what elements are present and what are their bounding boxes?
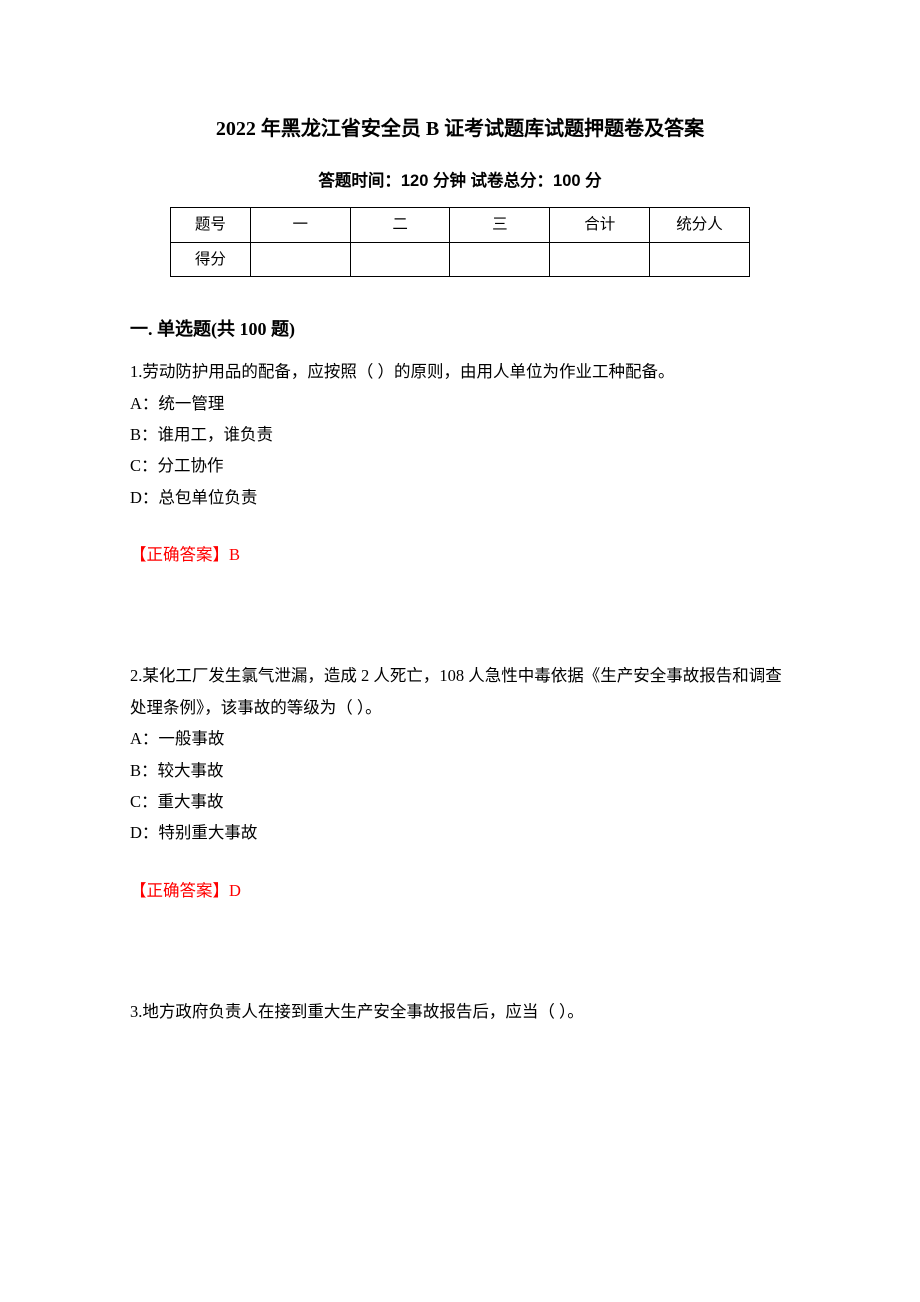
option-d: D：特别重大事故 (130, 817, 790, 848)
answer: 【正确答案】B (130, 539, 790, 570)
option-d: D：总包单位负责 (130, 482, 790, 513)
table-row: 得分 (171, 242, 750, 276)
question-2: 2.某化工厂发生氯气泄漏，造成 2 人死亡，108 人急性中毒依据《生产安全事故… (130, 660, 790, 905)
answer-value: B (229, 545, 240, 564)
table-header-cell: 题号 (171, 208, 251, 242)
table-cell: 得分 (171, 242, 251, 276)
question-3: 3.地方政府负责人在接到重大生产安全事故报告后，应当（ ）。 (130, 996, 790, 1027)
question-number: 1. (130, 362, 142, 381)
question-body: 地方政府负责人在接到重大生产安全事故报告后，应当（ ）。 (142, 1002, 583, 1021)
option-label: C： (130, 792, 158, 811)
option-a: A：一般事故 (130, 723, 790, 754)
question-1: 1.劳动防护用品的配备，应按照（ ）的原则，由用人单位为作业工种配备。 A：统一… (130, 356, 790, 570)
score-table: 题号 一 二 三 合计 统分人 得分 (170, 207, 750, 277)
answer-value: D (229, 881, 241, 900)
option-text: 总包单位负责 (158, 488, 257, 507)
option-label: D： (130, 488, 158, 507)
option-label: B： (130, 425, 158, 444)
option-text: 一般事故 (158, 729, 224, 748)
question-number: 3. (130, 1002, 142, 1021)
option-text: 较大事故 (158, 761, 224, 780)
exam-subtitle: 答题时间：120 分钟 试卷总分：100 分 (130, 166, 790, 197)
table-cell (550, 242, 650, 276)
table-cell (250, 242, 350, 276)
question-text: 1.劳动防护用品的配备，应按照（ ）的原则，由用人单位为作业工种配备。 (130, 356, 790, 387)
option-label: C： (130, 456, 158, 475)
option-label: A： (130, 729, 158, 748)
question-text: 2.某化工厂发生氯气泄漏，造成 2 人死亡，108 人急性中毒依据《生产安全事故… (130, 660, 790, 723)
answer-label: 【正确答案】 (130, 881, 229, 900)
section-header: 一. 单选题(共 100 题) (130, 312, 790, 346)
question-body: 劳动防护用品的配备，应按照（ ）的原则，由用人单位为作业工种配备。 (142, 362, 674, 381)
exam-title: 2022 年黑龙江省安全员 B 证考试题库试题押题卷及答案 (130, 110, 790, 148)
question-body: 某化工厂发生氯气泄漏，造成 2 人死亡，108 人急性中毒依据《生产安全事故报告… (130, 666, 782, 716)
answer-label: 【正确答案】 (130, 545, 229, 564)
option-label: A： (130, 394, 158, 413)
option-text: 分工协作 (158, 456, 224, 475)
option-b: B：谁用工，谁负责 (130, 419, 790, 450)
table-cell (450, 242, 550, 276)
table-header-cell: 统分人 (650, 208, 750, 242)
table-header-row: 题号 一 二 三 合计 统分人 (171, 208, 750, 242)
table-cell (650, 242, 750, 276)
option-label: D： (130, 823, 158, 842)
table-header-cell: 三 (450, 208, 550, 242)
option-label: B： (130, 761, 158, 780)
question-number: 2. (130, 666, 142, 685)
option-a: A：统一管理 (130, 388, 790, 419)
answer: 【正确答案】D (130, 875, 790, 906)
question-text: 3.地方政府负责人在接到重大生产安全事故报告后，应当（ ）。 (130, 996, 790, 1027)
option-c: C：分工协作 (130, 450, 790, 481)
option-b: B：较大事故 (130, 755, 790, 786)
option-text: 谁用工，谁负责 (158, 425, 274, 444)
table-cell (350, 242, 450, 276)
option-text: 统一管理 (158, 394, 224, 413)
option-text: 重大事故 (158, 792, 224, 811)
table-header-cell: 合计 (550, 208, 650, 242)
table-header-cell: 二 (350, 208, 450, 242)
option-text: 特别重大事故 (158, 823, 257, 842)
table-header-cell: 一 (250, 208, 350, 242)
option-c: C：重大事故 (130, 786, 790, 817)
